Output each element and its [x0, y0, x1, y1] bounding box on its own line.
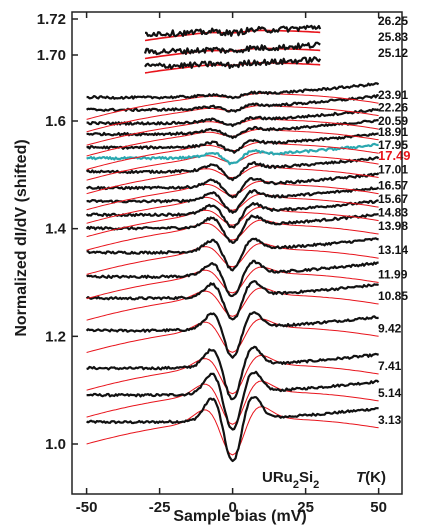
x-tick-label: 0 [228, 499, 236, 516]
temperature-label: 15.67 [378, 192, 408, 206]
y-tick-label-inset: 1.72 [37, 11, 66, 28]
data-trace [85, 199, 379, 229]
data-trace [86, 118, 380, 140]
fit-line [86, 380, 379, 425]
fit-line [86, 354, 379, 395]
fit-line [86, 219, 379, 251]
data-trace [86, 370, 380, 431]
data-trace [86, 186, 380, 214]
y-tick-label: 1.2 [45, 328, 66, 345]
temperature-label: 26.25 [378, 14, 408, 28]
temperature-label: 22.26 [378, 101, 408, 115]
data-trace [85, 94, 380, 113]
temperature-label: 10.85 [378, 289, 408, 303]
temperature-label: 11.99 [378, 267, 408, 281]
fit-line [86, 287, 379, 321]
temperature-label: 5.14 [378, 386, 402, 400]
compound-label: URu2Si2 [262, 469, 319, 491]
x-tick-label: 50 [370, 499, 387, 516]
fit-line [86, 180, 379, 211]
y-axis-label: Normalized dI/dV (shifted) [13, 139, 30, 336]
temperature-label: 16.57 [378, 179, 408, 193]
temperature-label: 13.98 [378, 219, 408, 233]
temperature-label: 9.42 [378, 321, 402, 335]
y-tick-label: 1.6 [45, 113, 66, 130]
y-tick-label: 1.0 [45, 436, 66, 453]
fit-line [86, 128, 379, 157]
data-trace [85, 156, 380, 182]
data-trace [143, 41, 321, 56]
data-trace [85, 311, 379, 359]
data-trace [86, 345, 379, 401]
temperature-label: 13.14 [378, 243, 408, 257]
data-trace [86, 237, 379, 272]
data-trace [85, 172, 380, 199]
temperature-label: 17.01 [378, 162, 408, 176]
data-trace [86, 108, 380, 128]
temperature-label: 3.13 [378, 413, 402, 427]
x-tick-label: 25 [297, 499, 314, 516]
plot-area: 3.13 5.14 7.41 9.42 10.85 11.99 13.14 13.9814.8… [85, 14, 411, 491]
x-axis-label: Sample bias (mV) [173, 508, 306, 525]
fit-line [86, 206, 379, 238]
fit-line [86, 266, 379, 300]
data-trace [144, 56, 322, 70]
data-trace [85, 280, 379, 321]
data-trace [145, 24, 322, 38]
plot-frame [71, 11, 403, 495]
temperature-label: 25.12 [378, 46, 408, 60]
data-trace [86, 259, 379, 298]
temperature-label: 25.83 [378, 30, 408, 44]
x-tick-label: -25 [149, 499, 171, 516]
data-trace [85, 213, 379, 244]
temperature-label: 7.41 [378, 359, 402, 373]
data-trace [86, 82, 380, 100]
temperature-label: 20.59 [378, 114, 408, 128]
fit-line [86, 242, 379, 275]
fit-line [86, 193, 379, 224]
temperature-label: 23.91 [378, 88, 408, 102]
fit-line [86, 141, 379, 170]
fit-line [86, 165, 379, 195]
y-tick-label-inset: 1.70 [37, 47, 66, 64]
temperature-label: 17.95 [378, 138, 408, 152]
fit-line [86, 406, 379, 456]
axes: -50 -25 0 25 50 1.0 1.2 1.4 1.6 1.70 1.72 [37, 11, 403, 516]
data-trace [86, 396, 379, 463]
fit-line [86, 318, 379, 353]
legend-title: T(K) [356, 469, 386, 486]
y-tick-label: 1.4 [45, 221, 67, 238]
temperature-label: 14.83 [378, 206, 408, 220]
data-trace [86, 132, 379, 154]
x-tick-label: -50 [76, 499, 98, 516]
temperature-label: 18.91 [378, 125, 408, 139]
